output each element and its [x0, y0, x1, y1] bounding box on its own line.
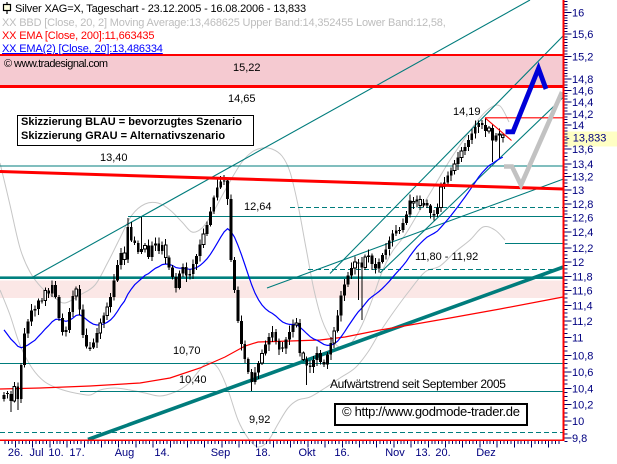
svg-text:13.: 13. [415, 447, 430, 459]
svg-text:Dez: Dez [476, 447, 496, 459]
svg-text:14.: 14. [154, 447, 169, 459]
svg-text:13,6: 13,6 [572, 144, 593, 156]
svg-text:12,8: 12,8 [572, 199, 593, 211]
svg-text:- 13,833: - 13,833 [566, 133, 606, 145]
svg-text:11,6: 11,6 [572, 286, 593, 298]
svg-text:9,8: 9,8 [572, 433, 587, 445]
svg-text:10,8: 10,8 [572, 350, 593, 362]
svg-text:14: 14 [572, 120, 584, 132]
svg-text:14,2: 14,2 [572, 109, 593, 121]
svg-text:10,2: 10,2 [572, 400, 593, 412]
svg-text:10,4: 10,4 [572, 383, 593, 395]
svg-text:14,8: 14,8 [572, 74, 593, 86]
svg-text:16: 16 [572, 8, 584, 20]
svg-text:16.: 16. [334, 447, 349, 459]
svg-text:14,4: 14,4 [572, 97, 593, 109]
svg-text:10.: 10. [48, 447, 63, 459]
svg-text:13: 13 [572, 185, 584, 197]
svg-text:11: 11 [572, 333, 583, 345]
svg-text:12,4: 12,4 [572, 227, 593, 239]
svg-text:11,8: 11,8 [572, 272, 593, 284]
svg-text:Okt: Okt [298, 447, 315, 459]
svg-text:12,6: 12,6 [572, 213, 593, 225]
svg-text:13,2: 13,2 [572, 172, 593, 184]
svg-text:26.: 26. [8, 447, 23, 459]
svg-text:14,6: 14,6 [572, 86, 593, 98]
svg-text:17.: 17. [69, 447, 84, 459]
svg-text:15,6: 15,6 [572, 29, 593, 41]
svg-text:11,4: 11,4 [572, 301, 593, 313]
svg-text:Jul: Jul [29, 447, 43, 459]
svg-text:Nov: Nov [385, 447, 405, 459]
svg-text:10,6: 10,6 [572, 367, 593, 379]
svg-text:15,2: 15,2 [572, 52, 593, 64]
svg-text:Sep: Sep [211, 447, 231, 459]
svg-text:12: 12 [572, 257, 584, 269]
svg-text:18.: 18. [255, 447, 270, 459]
svg-text:Aug: Aug [115, 447, 135, 459]
svg-text:11,2: 11,2 [572, 316, 593, 328]
svg-text:10: 10 [572, 416, 584, 428]
svg-text:12,2: 12,2 [572, 243, 593, 255]
svg-text:20.: 20. [435, 447, 450, 459]
svg-text:13,4: 13,4 [572, 159, 593, 171]
